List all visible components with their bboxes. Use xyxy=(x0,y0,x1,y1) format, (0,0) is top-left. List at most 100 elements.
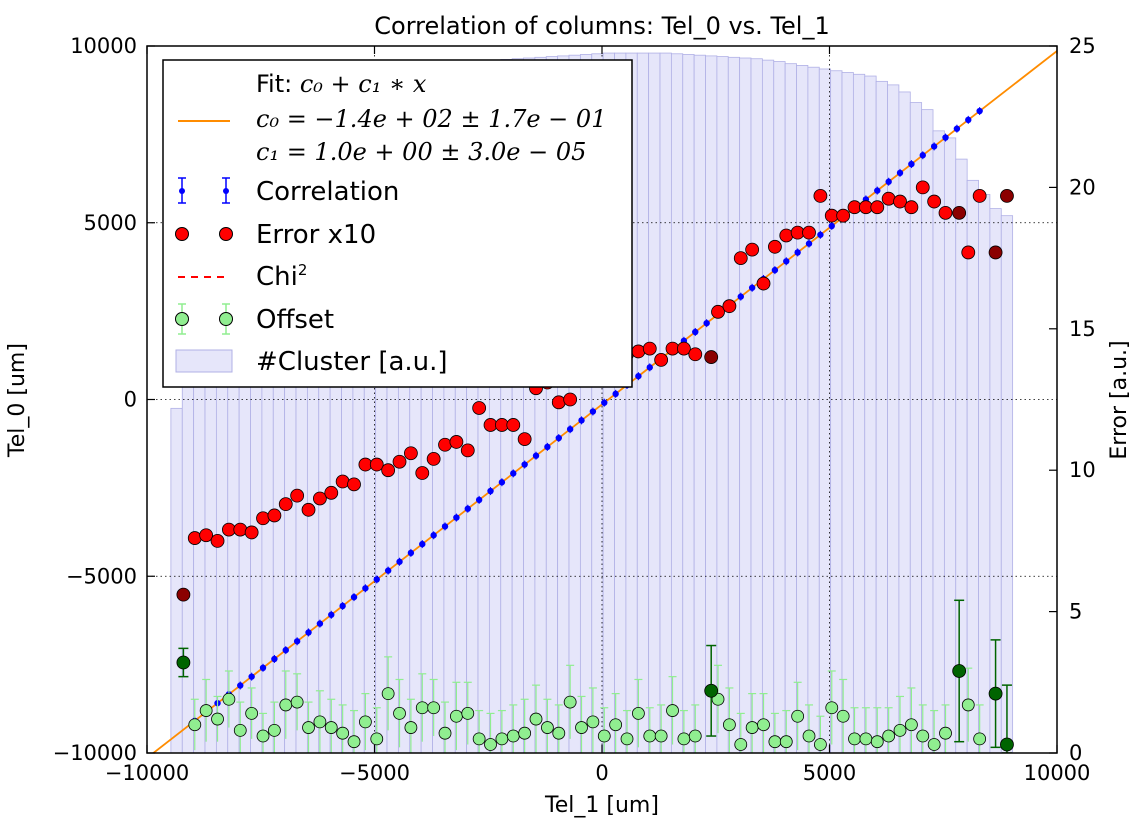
cluster-bar xyxy=(750,58,763,753)
legend-fit-title: Fit: c₀ + c₁ ∗ x xyxy=(256,70,427,98)
offset-point xyxy=(814,738,827,751)
x-tick-label: 5000 xyxy=(803,761,856,785)
cluster-bar xyxy=(966,179,979,753)
cluster-bar xyxy=(887,84,900,753)
correlation-point xyxy=(339,602,346,610)
correlation-point xyxy=(589,408,597,415)
offset-point xyxy=(484,738,497,751)
correlation-point xyxy=(965,116,972,124)
legend: Fit: c₀ + c₁ ∗ x c₀ = −1.4e + 02 ± 1.7e … xyxy=(162,59,633,388)
correlation-point xyxy=(305,629,312,636)
offset-point xyxy=(336,726,350,740)
correlation-point xyxy=(908,160,915,168)
cluster-bar xyxy=(693,54,706,753)
error-point xyxy=(392,454,407,469)
offset-point xyxy=(495,732,509,746)
offset-point xyxy=(836,709,850,723)
correlation-point xyxy=(748,284,756,291)
legend-fit-label: Fit: xyxy=(256,70,300,98)
offset-point xyxy=(506,729,520,743)
offset-point xyxy=(472,732,486,746)
offset-point xyxy=(734,738,748,751)
correlation-point xyxy=(475,496,483,504)
error-point xyxy=(722,299,737,314)
legend-offset-swatch xyxy=(175,303,233,335)
offset-point xyxy=(518,726,532,740)
y2-tick-label: 10 xyxy=(1069,458,1096,482)
cluster-bar xyxy=(636,52,650,753)
offset-point xyxy=(313,715,327,729)
error-point xyxy=(267,508,282,523)
offset-point xyxy=(620,732,634,746)
correlation-point xyxy=(419,540,426,548)
error-point xyxy=(415,466,430,480)
offset-point xyxy=(222,692,236,706)
legend-chi2-sup: 2 xyxy=(298,261,308,279)
offset-point xyxy=(427,701,441,715)
x-axis-label: Tel_1 [um] xyxy=(544,793,659,818)
error-point xyxy=(642,341,657,356)
error-point xyxy=(187,531,202,545)
offset-point xyxy=(211,712,224,726)
correlation-point xyxy=(817,231,824,238)
legend-fit-c0: c₀ = −1.4e + 02 ± 1.7e − 01 xyxy=(256,105,606,133)
error-point xyxy=(312,491,327,506)
correlation-series xyxy=(191,107,983,725)
error-point xyxy=(779,228,794,243)
error-point xyxy=(506,418,521,432)
cluster-bar xyxy=(170,407,183,753)
offset-point xyxy=(233,723,247,737)
error-point xyxy=(563,392,578,407)
correlation-point xyxy=(316,620,324,627)
offset-point xyxy=(643,729,657,743)
cluster-bar xyxy=(739,57,752,753)
legend-fit-formula: c₀ + c₁ ∗ x xyxy=(300,70,427,98)
y-tick-label: −5000 xyxy=(66,564,137,588)
legend-cluster-swatch xyxy=(175,349,233,373)
legend-offset-label: Offset xyxy=(256,305,334,335)
legend-box xyxy=(162,59,633,388)
correlation-point xyxy=(237,682,244,689)
correlation-point xyxy=(794,249,801,256)
y-axis-label: Tel_0 [um] xyxy=(5,343,30,458)
error-outlier-point xyxy=(704,350,719,364)
correlation-point xyxy=(384,567,392,574)
correlation-point xyxy=(885,178,892,185)
correlation-point xyxy=(498,479,506,486)
error-point xyxy=(369,457,384,472)
offset-point xyxy=(688,729,702,743)
error-point xyxy=(904,200,919,215)
error-point xyxy=(426,451,441,466)
error-point xyxy=(654,353,669,367)
error-point xyxy=(961,245,976,260)
cluster-bar xyxy=(796,65,809,753)
correlation-point xyxy=(532,452,540,459)
offset-point xyxy=(802,729,816,743)
offset-point xyxy=(905,718,918,732)
cluster-bar xyxy=(659,52,672,753)
error-point xyxy=(551,395,566,410)
correlation-point xyxy=(293,638,301,645)
error-point xyxy=(938,205,953,220)
offset-point xyxy=(654,729,668,743)
correlation-point xyxy=(464,505,471,512)
error-outlier-point xyxy=(176,587,191,602)
offset-point xyxy=(302,721,315,734)
offset-point xyxy=(347,735,361,749)
error-point xyxy=(677,341,691,356)
x-tick-label: 10000 xyxy=(1024,761,1091,785)
correlation-point xyxy=(692,328,699,336)
error-point xyxy=(347,477,361,492)
error-point xyxy=(733,251,748,266)
error-outlier-point xyxy=(988,245,1003,260)
correlation-point xyxy=(601,399,608,406)
error-outlier-point xyxy=(952,205,967,220)
correlation-point xyxy=(771,266,779,274)
legend-cluster-label: #Cluster [a.u.] xyxy=(256,347,448,377)
x-tick-label: −5000 xyxy=(339,761,410,785)
error-point xyxy=(802,225,816,240)
error-point xyxy=(688,347,703,362)
correlation-point xyxy=(896,169,904,177)
offset-point xyxy=(723,718,736,732)
